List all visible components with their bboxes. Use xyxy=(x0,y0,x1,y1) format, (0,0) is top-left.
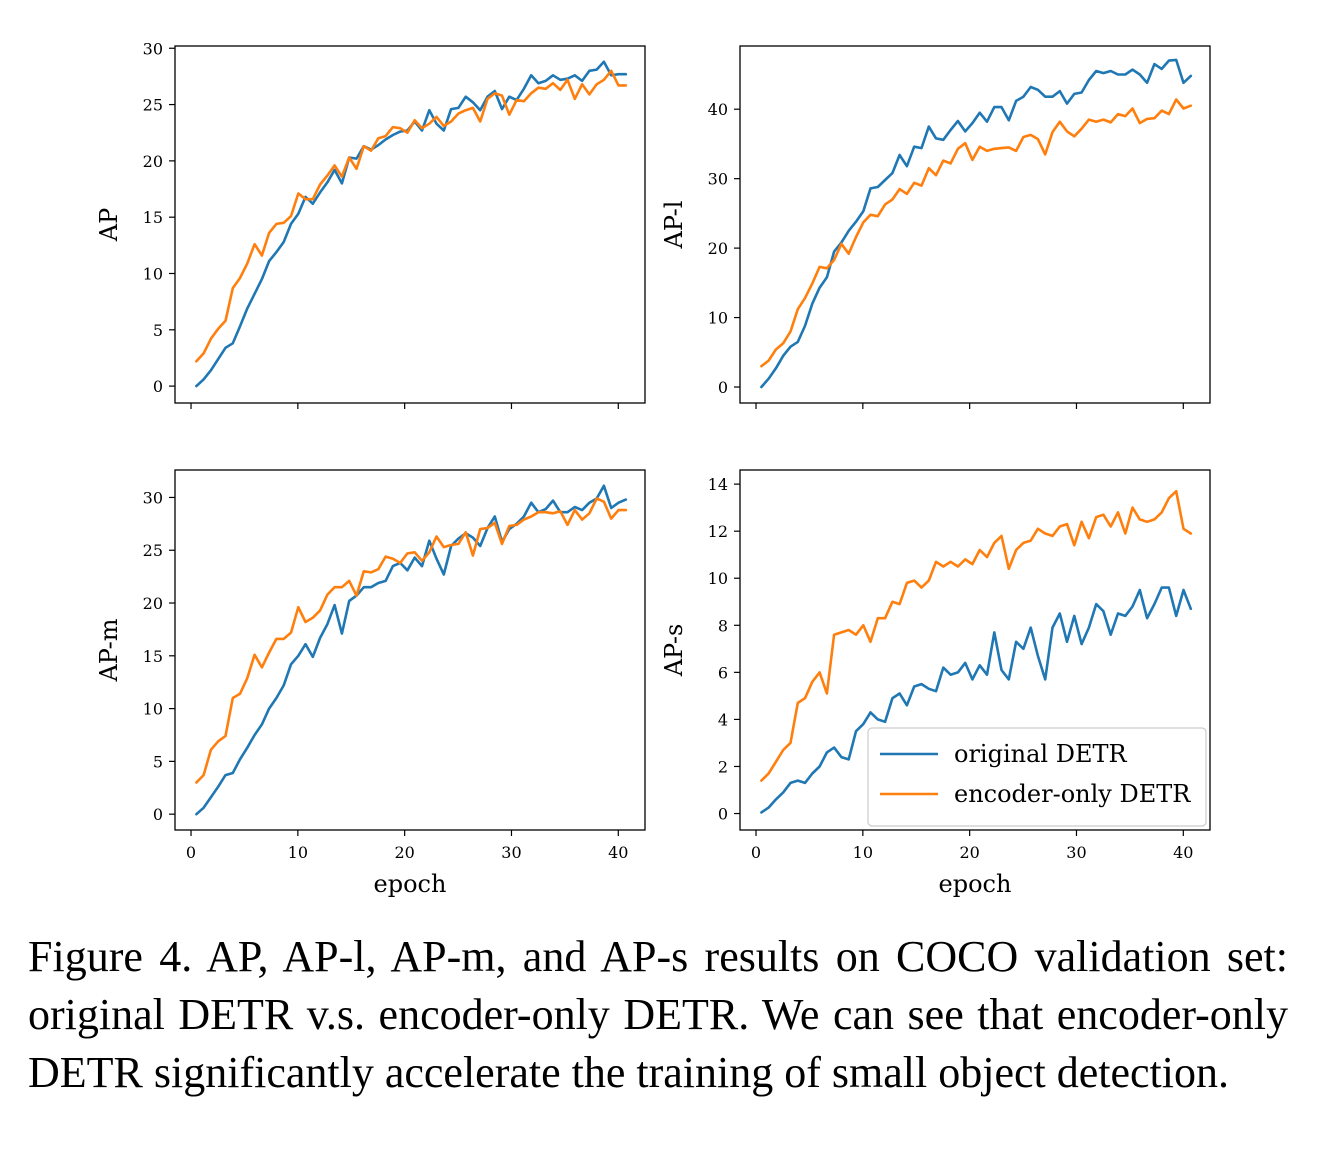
subplot-ap: 0 5 10 15 20 25 30 AP xyxy=(95,39,646,409)
y-axis-label: AP-s xyxy=(660,624,688,678)
y-tick-label: 5 xyxy=(153,321,163,340)
y-tick-label: 30 xyxy=(143,488,163,507)
x-tick-label: 40 xyxy=(1173,843,1193,862)
x-tick-label: 30 xyxy=(501,843,521,862)
figure-caption: Figure 4. AP, AP-l, AP-m, and AP-s resul… xyxy=(28,932,1288,1097)
legend-label: original DETR xyxy=(954,740,1127,768)
x-tick-label: 40 xyxy=(608,843,628,862)
y-tick-label: 15 xyxy=(143,208,163,227)
series-line-encoder-only xyxy=(195,69,628,363)
series-line-original xyxy=(760,586,1193,814)
plot-frame xyxy=(739,45,1211,404)
legend-label: encoder-only DETR xyxy=(954,780,1191,808)
y-tick-label: 0 xyxy=(718,805,728,824)
x-tick-label: 10 xyxy=(288,843,308,862)
y-tick-label: 10 xyxy=(708,569,728,588)
x-axis-label: epoch xyxy=(374,870,447,898)
x-axis-label: epoch xyxy=(939,870,1012,898)
legend-box xyxy=(867,727,1207,827)
series-line-original xyxy=(195,484,628,816)
y-tick-label: 10 xyxy=(143,700,163,719)
y-tick-label: 30 xyxy=(143,39,163,58)
y-tick-label: 0 xyxy=(153,377,163,396)
y-tick-label: 30 xyxy=(708,170,728,189)
y-tick-label: 14 xyxy=(708,475,728,494)
subplot-ap-m: 0 5 10 15 20 25 30 0 10 20 30 40 AP-m epoch xyxy=(95,469,646,898)
figure: 0 5 10 15 20 25 30 AP 0 10 20 30 40 AP-l 0 5 10 15 20 25 30 0… xyxy=(95,39,1211,898)
y-tick-label: 0 xyxy=(718,378,728,397)
y-tick-label: 20 xyxy=(143,152,163,171)
x-tick-label: 20 xyxy=(394,843,414,862)
y-axis-label: AP xyxy=(95,208,123,242)
y-tick-label: 40 xyxy=(708,100,728,119)
y-tick-label: 6 xyxy=(718,663,728,682)
series-line-original xyxy=(195,60,628,388)
y-tick-label: 0 xyxy=(153,805,163,824)
x-tick-label: 30 xyxy=(1066,843,1086,862)
series-line-original xyxy=(760,58,1193,389)
x-tick-label: 0 xyxy=(751,843,761,862)
series-line-encoder-only xyxy=(760,489,1193,782)
y-tick-label: 20 xyxy=(143,594,163,613)
y-tick-label: 25 xyxy=(143,96,163,115)
subplot-ap-s: 0 2 4 6 8 10 12 14 0 10 20 30 40 AP-s epoch original DE… xyxy=(660,469,1211,898)
y-tick-label: 15 xyxy=(143,647,163,666)
y-tick-label: 4 xyxy=(718,710,728,729)
y-axis-label: AP-l xyxy=(660,201,688,250)
subplot-ap-l: 0 10 20 30 40 AP-l xyxy=(660,45,1211,409)
y-tick-label: 8 xyxy=(718,616,728,635)
y-tick-label: 2 xyxy=(718,757,728,776)
x-tick-label: 0 xyxy=(186,843,196,862)
series-line-encoder-only xyxy=(195,497,628,784)
x-tick-label: 10 xyxy=(853,843,873,862)
plot-frame xyxy=(739,469,1211,831)
plot-frame xyxy=(174,469,646,831)
y-tick-label: 25 xyxy=(143,541,163,560)
y-tick-label: 12 xyxy=(708,522,728,541)
x-tick-label: 20 xyxy=(959,843,979,862)
y-axis-label: AP-m xyxy=(95,618,123,682)
legend: original DETR encoder-only DETR xyxy=(867,727,1207,827)
plot-frame xyxy=(174,45,646,404)
y-tick-label: 5 xyxy=(153,752,163,771)
y-tick-label: 20 xyxy=(708,239,728,258)
series-line-encoder-only xyxy=(760,98,1193,368)
y-tick-label: 10 xyxy=(143,264,163,283)
y-tick-label: 10 xyxy=(708,309,728,328)
chart-grid: 051015202530AP010203040AP-l0510152025300… xyxy=(95,39,1211,898)
